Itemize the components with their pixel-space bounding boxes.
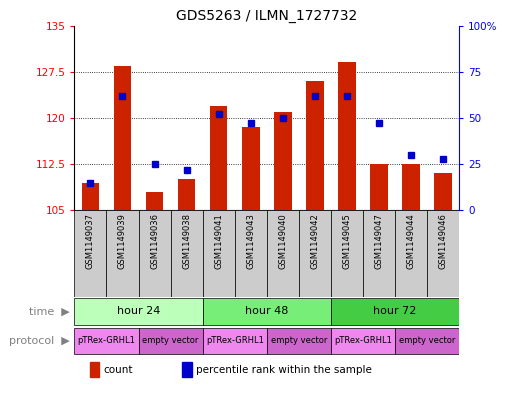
Bar bbox=[203, 328, 267, 354]
Bar bbox=[331, 328, 395, 354]
Text: GSM1149046: GSM1149046 bbox=[439, 213, 448, 269]
Bar bbox=[299, 210, 331, 297]
Bar bbox=[338, 62, 356, 210]
Bar bbox=[82, 182, 99, 210]
Text: GSM1149038: GSM1149038 bbox=[182, 213, 191, 269]
Bar bbox=[139, 328, 203, 354]
Bar bbox=[267, 210, 299, 297]
Text: GSM1149041: GSM1149041 bbox=[214, 213, 223, 268]
Text: empty vector: empty vector bbox=[271, 336, 327, 345]
Bar bbox=[370, 164, 388, 210]
Bar bbox=[139, 210, 170, 297]
Bar bbox=[178, 180, 195, 210]
Text: GSM1149044: GSM1149044 bbox=[406, 213, 416, 268]
Text: GSM1149043: GSM1149043 bbox=[246, 213, 255, 269]
Text: hour 48: hour 48 bbox=[245, 307, 288, 316]
Bar bbox=[74, 328, 139, 354]
Bar bbox=[435, 173, 452, 210]
Text: count: count bbox=[103, 365, 133, 375]
Text: pTRex-GRHL1: pTRex-GRHL1 bbox=[334, 336, 392, 345]
Text: GSM1149040: GSM1149040 bbox=[278, 213, 287, 268]
Bar bbox=[242, 127, 260, 210]
Text: hour 72: hour 72 bbox=[373, 307, 417, 316]
Bar bbox=[427, 210, 459, 297]
Bar bbox=[106, 210, 139, 297]
Text: empty vector: empty vector bbox=[143, 336, 199, 345]
Bar bbox=[363, 210, 395, 297]
Text: protocol  ▶: protocol ▶ bbox=[9, 336, 69, 346]
Text: hour 24: hour 24 bbox=[117, 307, 160, 316]
Bar bbox=[274, 112, 291, 210]
Text: time  ▶: time ▶ bbox=[29, 307, 69, 316]
Text: GSM1149037: GSM1149037 bbox=[86, 213, 95, 269]
Title: GDS5263 / ILMN_1727732: GDS5263 / ILMN_1727732 bbox=[176, 9, 358, 23]
Text: GSM1149047: GSM1149047 bbox=[374, 213, 384, 269]
Bar bbox=[74, 298, 203, 325]
Text: GSM1149042: GSM1149042 bbox=[310, 213, 320, 268]
Text: pTRex-GRHL1: pTRex-GRHL1 bbox=[206, 336, 264, 345]
Bar bbox=[114, 66, 131, 210]
Bar bbox=[74, 210, 106, 297]
Bar bbox=[90, 362, 100, 377]
Bar bbox=[182, 362, 192, 377]
Bar bbox=[331, 298, 459, 325]
Text: GSM1149036: GSM1149036 bbox=[150, 213, 159, 269]
Text: pTRex-GRHL1: pTRex-GRHL1 bbox=[77, 336, 135, 345]
Bar bbox=[203, 210, 234, 297]
Bar bbox=[203, 298, 331, 325]
Bar bbox=[402, 164, 420, 210]
Text: percentile rank within the sample: percentile rank within the sample bbox=[195, 365, 371, 375]
Bar bbox=[331, 210, 363, 297]
Bar bbox=[170, 210, 203, 297]
Text: empty vector: empty vector bbox=[399, 336, 455, 345]
Text: GSM1149039: GSM1149039 bbox=[118, 213, 127, 269]
Bar bbox=[210, 106, 227, 210]
Bar bbox=[146, 192, 163, 210]
Bar bbox=[267, 328, 331, 354]
Text: GSM1149045: GSM1149045 bbox=[342, 213, 351, 268]
Bar bbox=[306, 81, 324, 210]
Bar bbox=[395, 210, 427, 297]
Bar bbox=[395, 328, 459, 354]
Bar bbox=[234, 210, 267, 297]
